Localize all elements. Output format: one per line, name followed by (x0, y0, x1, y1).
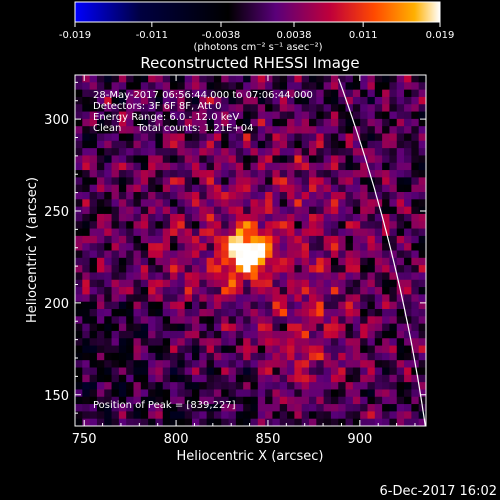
x-tick-label: 850 (256, 432, 281, 447)
colorbar-ticks: -0.019 -0.011 -0.0038 0.0038 0.011 0.019 (59, 22, 454, 41)
solar-limb (338, 78, 426, 426)
y-axis-label: Heliocentric Y (arcsec) (25, 177, 40, 323)
info-line-1: 28-May-2017 06:56:44.000 to 07:06:44.000 (93, 90, 313, 101)
colorbar-tick-label: -0.011 (136, 30, 168, 41)
chart-title: Reconstructed RHESSI Image (140, 54, 359, 72)
colorbar-tick-label: -0.019 (59, 30, 91, 41)
colorbar-tick-label: 0.011 (349, 30, 378, 41)
y-tick-label: 150 (44, 389, 69, 404)
x-tick-label: 750 (72, 432, 97, 447)
y-tick-label: 250 (44, 205, 69, 220)
y-tick-label: 200 (44, 297, 69, 312)
footer-date: 6-Dec-2017 16:02 (380, 484, 498, 499)
colorbar-units: (photons cm⁻² s⁻¹ asec⁻²) (193, 42, 322, 53)
y-tick-label: 300 (44, 113, 69, 128)
plot-frame (74, 74, 427, 427)
peak-label: Position of Peak = [839,227] (93, 400, 236, 411)
info-line-4: Clean Total counts: 1.21E+04 (93, 123, 253, 134)
colorbar (74, 1, 441, 23)
x-axis-label: Heliocentric X (arcsec) (177, 449, 324, 464)
x-tick-label: 900 (347, 432, 372, 447)
axis-ticks: 750 800 850 900 150 200 250 300 (44, 75, 426, 447)
info-line-2: Detectors: 3F 6F 8F, Att 0 (93, 101, 221, 112)
x-tick-label: 800 (164, 432, 189, 447)
info-line-3: Energy Range: 6.0 - 12.0 keV (93, 112, 239, 123)
colorbar-tick-label: 0.019 (426, 30, 455, 41)
colorbar-tick-label: -0.0038 (202, 30, 241, 41)
colorbar-tick-label: 0.0038 (277, 30, 312, 41)
heatmap-image (75, 75, 426, 426)
